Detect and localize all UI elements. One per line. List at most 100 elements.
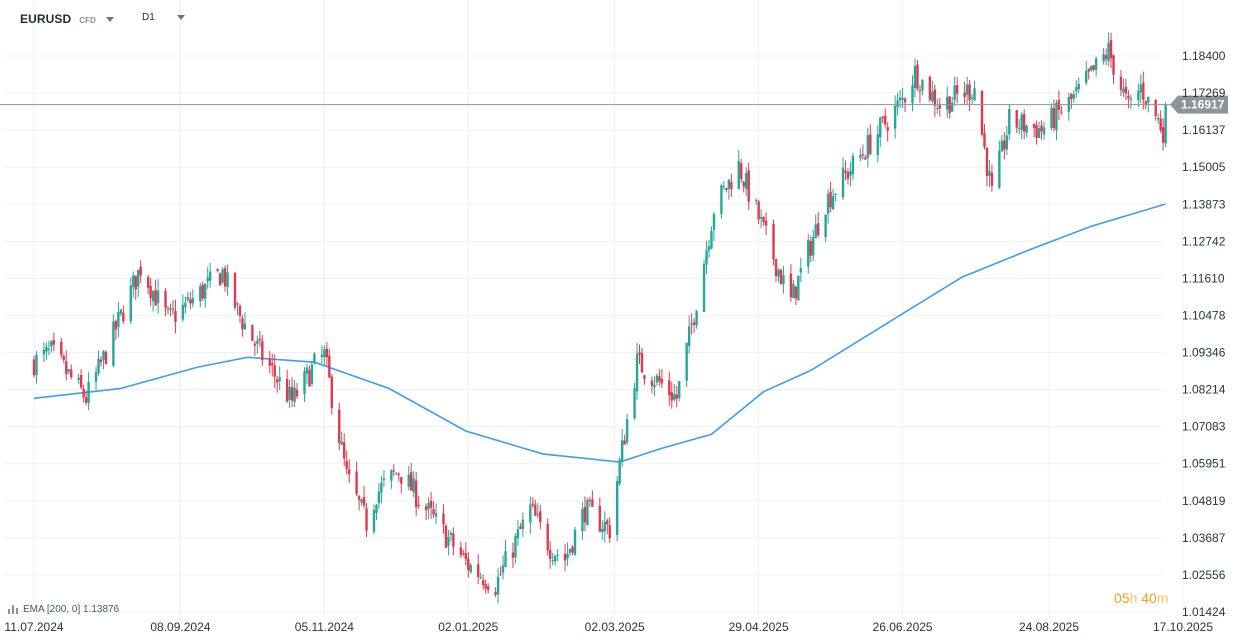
- candle-body: [846, 172, 850, 179]
- candle-body: [990, 172, 994, 186]
- candle-body: [47, 348, 51, 350]
- candle-body: [424, 506, 428, 511]
- candle-body: [702, 264, 706, 312]
- candle-body: [184, 302, 187, 308]
- candle-body: [588, 499, 592, 501]
- timeframe-selector[interactable]: D1: [142, 12, 185, 23]
- candle-body: [447, 537, 450, 546]
- current-price-tag: [1170, 95, 1228, 114]
- candle-body: [191, 298, 195, 304]
- candle-body: [1144, 101, 1147, 106]
- candle-body: [695, 310, 698, 326]
- candle-body: [516, 529, 520, 539]
- candle-body: [114, 320, 118, 330]
- candle-body: [511, 552, 515, 558]
- symbol-selector[interactable]: EURUSD CFD: [20, 10, 114, 28]
- candle-body: [658, 376, 661, 382]
- candle-body: [633, 388, 636, 419]
- candle-body: [916, 64, 919, 89]
- candle-body: [151, 291, 155, 302]
- candle-body: [94, 372, 98, 382]
- candle-body: [849, 171, 852, 176]
- candle-body: [650, 380, 654, 386]
- chevron-down-icon[interactable]: [176, 15, 185, 20]
- candle-body: [675, 394, 678, 399]
- candle-body: [1112, 55, 1115, 75]
- candle-body: [742, 182, 745, 187]
- candle-body: [1102, 54, 1105, 62]
- candle-body: [295, 389, 299, 397]
- candle-body: [1119, 76, 1123, 90]
- candle-body: [1052, 108, 1056, 129]
- date-axis[interactable]: 11.07.2024 08.09.2024 05.11.2024 02.01.2025…: [4, 620, 1213, 634]
- candle-body: [536, 514, 539, 516]
- candle-body: [1072, 94, 1076, 99]
- candle-body: [1020, 114, 1023, 131]
- price-tick-label: 1.16137: [1182, 123, 1226, 137]
- candle-body: [1018, 127, 1021, 129]
- candle-body: [968, 84, 971, 101]
- price-axis[interactable]: 1.18400 1.17269 1.16137 1.15005 1.13873 1.127…: [1182, 49, 1226, 619]
- candle-body: [1060, 111, 1063, 113]
- candles-layer: [32, 32, 1167, 604]
- candle-body: [521, 519, 525, 529]
- date-tick-label: 02.01.2025: [438, 620, 498, 634]
- candle-body: [181, 304, 185, 320]
- candle-body: [325, 348, 329, 358]
- candle-body: [1104, 55, 1108, 60]
- candle-body: [881, 117, 884, 119]
- candle-body: [1035, 125, 1038, 138]
- bar-chart-icon[interactable]: [8, 605, 19, 614]
- candle-body: [261, 340, 264, 361]
- candle-body: [434, 513, 438, 517]
- candle-body: [792, 283, 795, 299]
- candle-body: [762, 216, 765, 222]
- date-tick-label: 24.08.2025: [1019, 620, 1079, 634]
- candle-body: [166, 308, 170, 310]
- candle-body: [705, 250, 708, 265]
- candle-body: [623, 440, 626, 445]
- candle-body: [276, 379, 279, 383]
- candle-body: [395, 473, 398, 475]
- candle-body: [1008, 108, 1011, 135]
- candle-body: [417, 504, 420, 506]
- candle-body: [1000, 140, 1004, 152]
- price-tick-label: 1.18400: [1182, 49, 1226, 63]
- candle-body: [678, 381, 681, 399]
- candle-body: [953, 85, 956, 100]
- candle-body: [946, 96, 949, 110]
- candle-body: [519, 526, 522, 530]
- candle-body: [241, 318, 244, 330]
- candle-body: [271, 363, 274, 366]
- candle-body: [844, 170, 847, 173]
- price-tick-label: 1.07083: [1182, 420, 1226, 434]
- candle-body: [1025, 125, 1028, 133]
- candle-body: [410, 472, 413, 491]
- candle-body: [112, 321, 115, 366]
- candle-body: [328, 355, 331, 378]
- candle-body: [690, 323, 693, 325]
- candle-body: [951, 102, 954, 112]
- candle-body: [303, 371, 306, 395]
- chevron-down-icon[interactable]: [105, 16, 114, 22]
- candle-body: [174, 310, 177, 322]
- candle-body: [1075, 87, 1078, 92]
- price-tick-label: 1.15005: [1182, 160, 1226, 174]
- current-price-line: 1.16917: [0, 95, 1228, 114]
- candle-body: [104, 351, 108, 364]
- candle-body: [412, 478, 415, 493]
- indicator-legend[interactable]: EMA [200, 0] 1.13876: [8, 604, 119, 615]
- candle-body: [903, 98, 907, 103]
- candle-body: [343, 442, 346, 459]
- candle-body: [87, 381, 90, 403]
- candle-body: [444, 526, 448, 548]
- candle-body: [670, 392, 673, 401]
- candle-body: [1109, 40, 1113, 59]
- candle-body: [462, 553, 465, 555]
- candle-body: [146, 277, 150, 288]
- candle-body: [226, 272, 229, 288]
- candle-body: [745, 173, 748, 189]
- countdown-minutes-unit: m: [1156, 590, 1169, 606]
- candle-body: [1040, 125, 1043, 132]
